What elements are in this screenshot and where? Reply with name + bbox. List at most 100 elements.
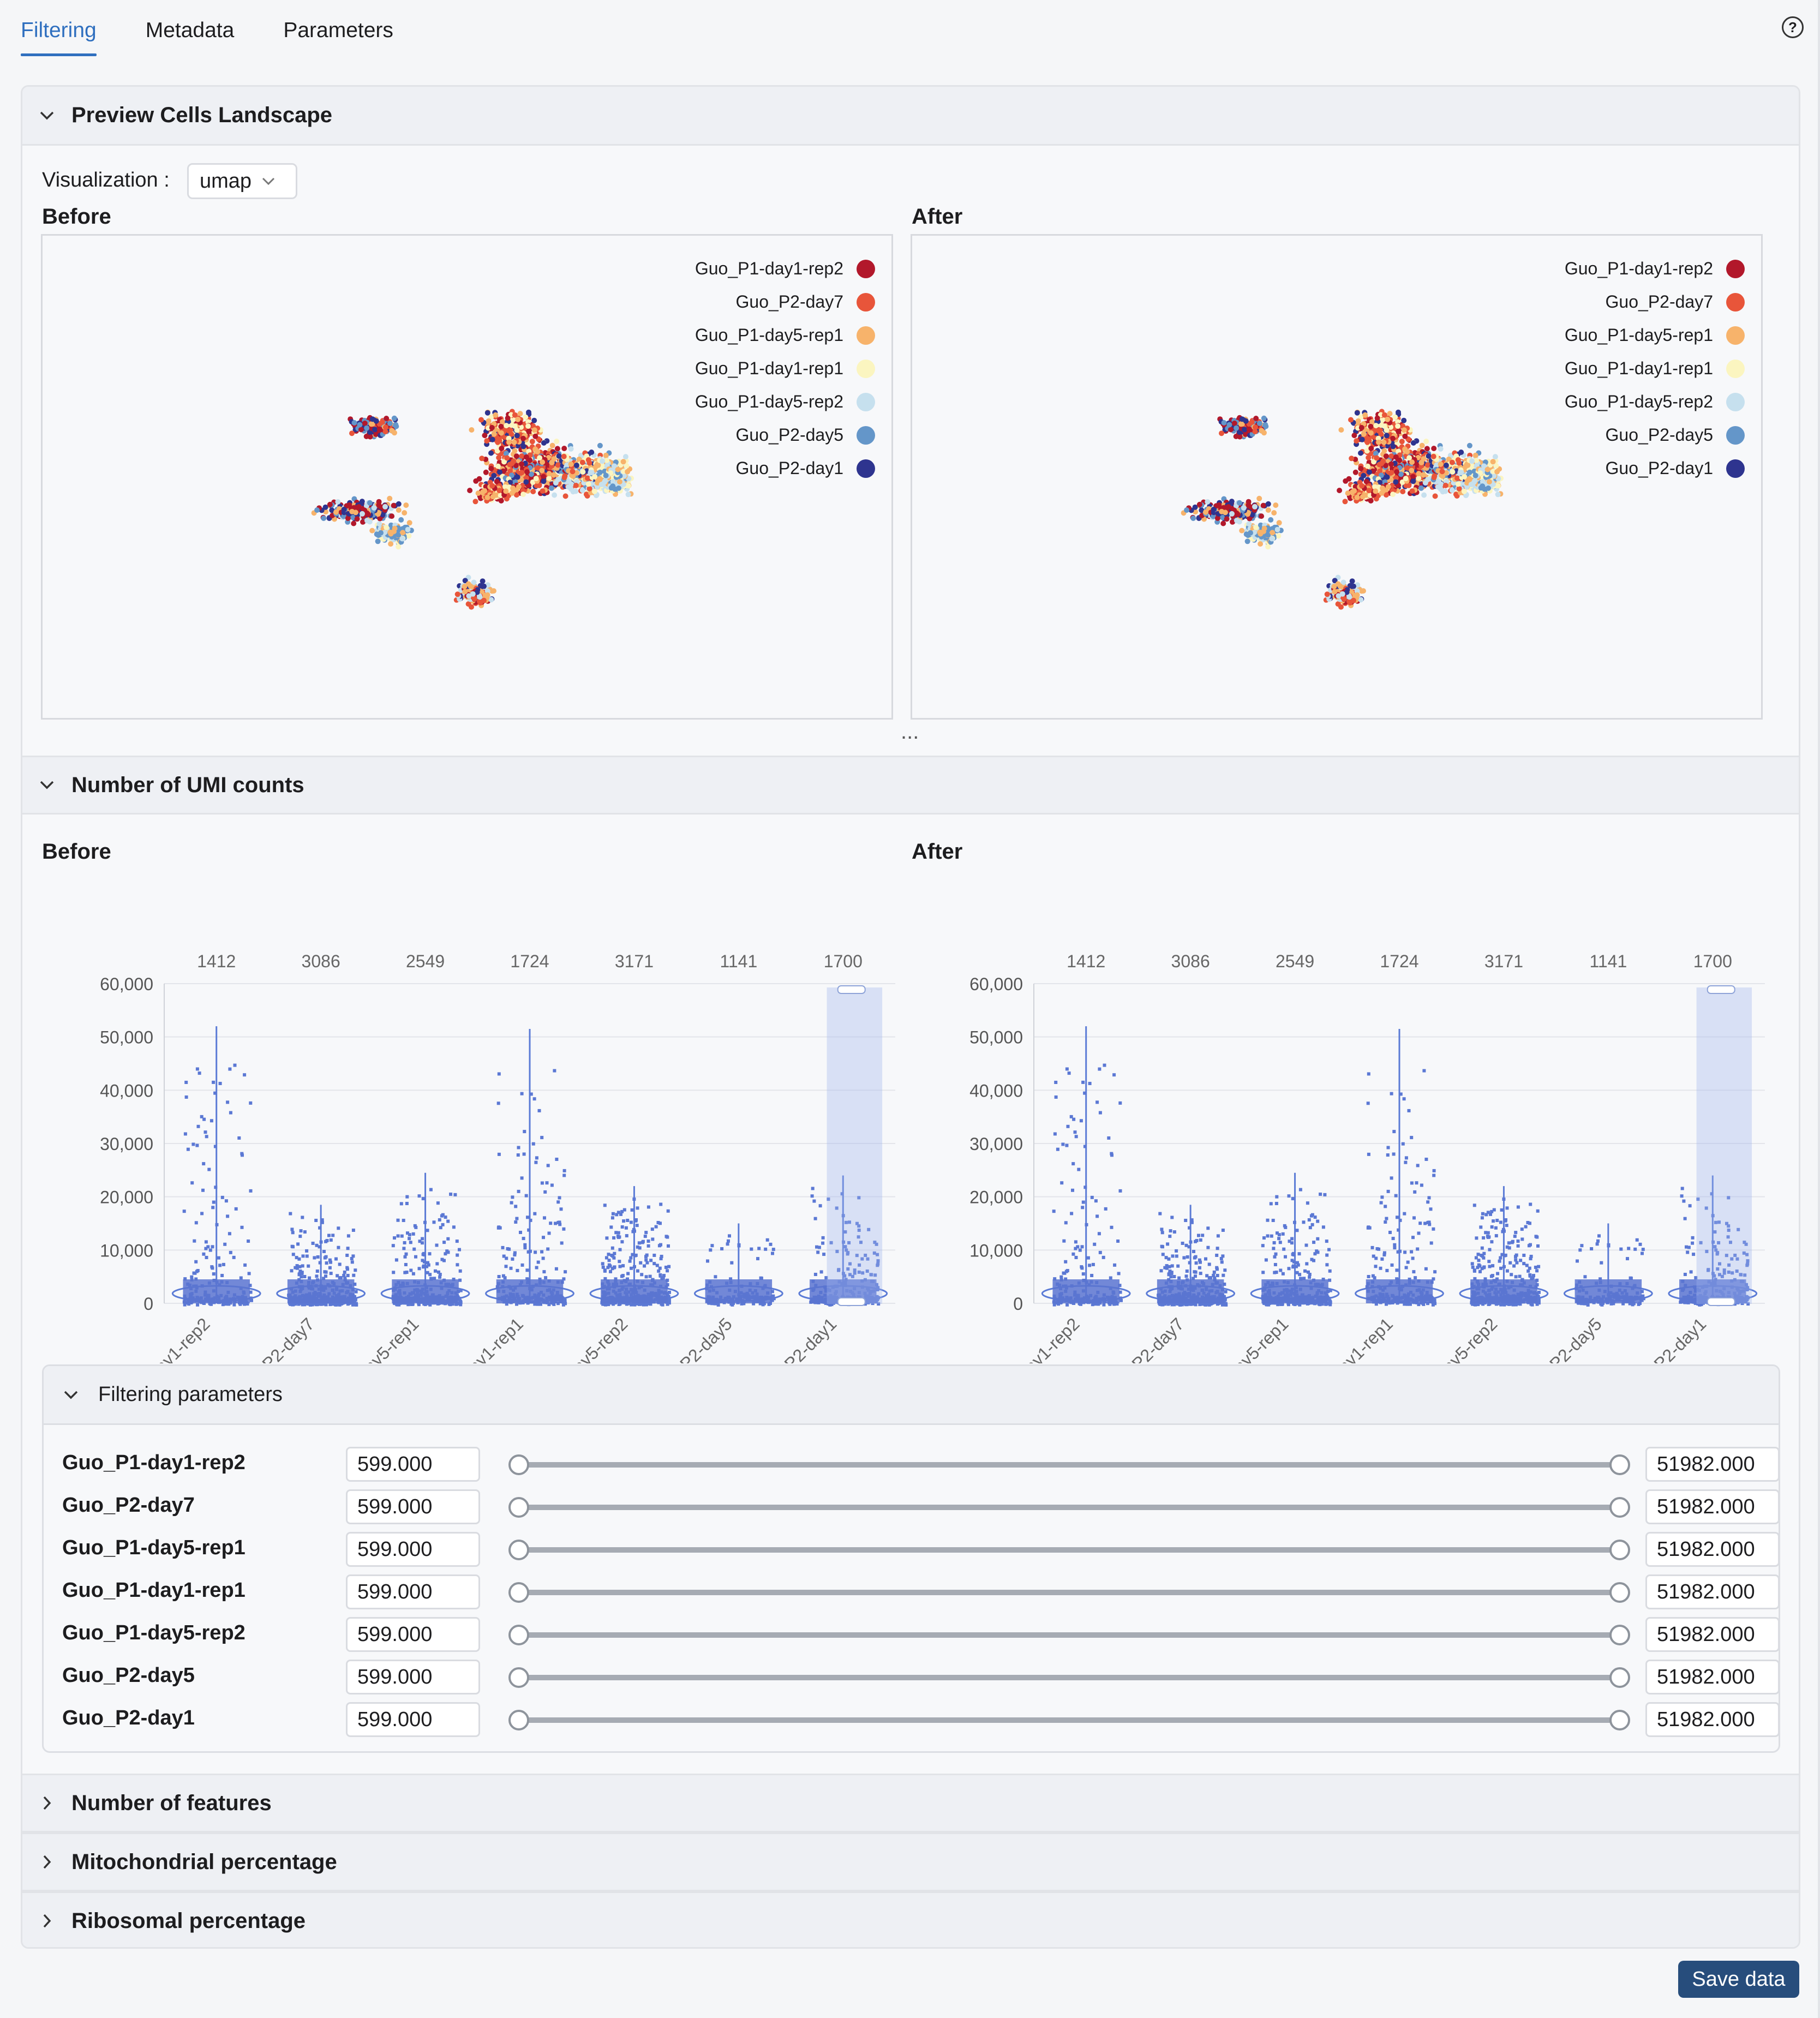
tab-parameters[interactable]: Parameters <box>283 19 393 42</box>
umap-point <box>360 519 366 525</box>
resize-handle[interactable]: ... <box>901 720 919 744</box>
umap-point <box>506 439 512 445</box>
legend-item[interactable]: Guo_P2-day7 <box>1565 285 1745 319</box>
umap-point <box>1400 489 1406 494</box>
legend-item[interactable]: Guo_P1-day5-rep2 <box>695 385 875 418</box>
umap-point <box>1450 469 1456 475</box>
legend-item[interactable]: Guo_P2-day1 <box>1565 452 1745 485</box>
legend-item[interactable]: Guo_P2-day5 <box>1565 418 1745 452</box>
umap-point <box>1332 589 1338 595</box>
umap-point <box>1423 439 1429 444</box>
umap-point <box>586 486 592 492</box>
data-point <box>194 1221 198 1225</box>
umap-point <box>462 589 468 595</box>
umap-point <box>383 424 388 430</box>
legend-item[interactable]: Guo_P1-day1-rep2 <box>695 252 875 285</box>
umap-point <box>540 459 546 465</box>
violin-before-chart[interactable]: 010,00020,00030,00040,00050,00060,000141… <box>33 861 906 1363</box>
umap-point <box>382 429 388 435</box>
data-point <box>314 1219 318 1222</box>
umap-point <box>1387 411 1393 417</box>
umap-point <box>523 479 529 485</box>
umap-point <box>480 489 486 495</box>
umap-point <box>497 469 502 475</box>
umap-point <box>580 469 586 475</box>
visualization-select[interactable]: umap <box>187 163 297 199</box>
umap-point <box>1401 427 1407 433</box>
umap-point <box>1472 452 1478 458</box>
umap-point <box>1252 504 1258 510</box>
visualization-value: umap <box>200 169 252 193</box>
umap-point <box>1454 475 1460 481</box>
umi-section-header[interactable]: Number of UMI counts <box>22 756 1799 815</box>
umap-point <box>519 453 525 459</box>
umap-point <box>1439 469 1445 475</box>
umap-point <box>1259 428 1265 434</box>
umap-point <box>546 475 552 481</box>
umap-point <box>539 468 545 474</box>
preview-section-title: Preview Cells Landscape <box>71 103 333 127</box>
umap-point <box>1360 494 1366 500</box>
umap-after-plot[interactable]: Guo_P1-day1-rep2 Guo_P2-day7 Guo_P1-day5-r… <box>911 234 1763 720</box>
umap-point <box>554 439 560 444</box>
umap-point <box>1354 438 1360 444</box>
umap-point <box>1219 508 1225 514</box>
umap-point <box>1219 430 1224 436</box>
umap-point <box>1421 492 1427 498</box>
legend-swatch <box>857 326 875 345</box>
legend-label: Guo_P2-day5 <box>1605 425 1713 445</box>
umap-point <box>1494 469 1500 475</box>
umap-point <box>1260 502 1266 508</box>
umap-point <box>1384 474 1390 480</box>
density-block <box>183 1279 250 1303</box>
legend-item[interactable]: Guo_P2-day1 <box>695 452 875 485</box>
legend-item[interactable]: Guo_P1-day1-rep1 <box>1565 352 1745 385</box>
umap-point <box>1258 541 1264 547</box>
legend-swatch <box>857 259 875 278</box>
legend-item[interactable]: Guo_P1-day5-rep1 <box>695 319 875 352</box>
umap-point <box>462 584 468 589</box>
data-point <box>233 1063 237 1067</box>
umap-point <box>1341 596 1347 602</box>
umap-point <box>396 532 402 538</box>
umap-point <box>398 517 404 523</box>
legend-item[interactable]: Guo_P1-day1-rep2 <box>1565 252 1745 285</box>
umap-point <box>583 492 589 498</box>
umap-point <box>602 478 608 484</box>
umap-point <box>481 583 487 589</box>
umap-point <box>1338 427 1344 433</box>
umap-point <box>1362 412 1368 418</box>
data-point <box>183 1132 187 1136</box>
legend-swatch <box>857 392 875 411</box>
umap-after-scatter <box>1181 409 1504 610</box>
umap-point <box>1416 471 1422 477</box>
data-point <box>234 1207 238 1211</box>
umap-point <box>1418 459 1424 465</box>
umap-point <box>1409 459 1415 465</box>
tab-filtering[interactable]: Filtering <box>21 13 97 62</box>
tab-metadata[interactable]: Metadata <box>145 19 235 42</box>
legend-item[interactable]: Guo_P2-day5 <box>695 418 875 452</box>
umap-before-plot[interactable]: Guo_P1-day1-rep2 Guo_P2-day7 Guo_P1-day5-r… <box>41 234 893 720</box>
umap-point <box>508 412 514 418</box>
legend-item[interactable]: Guo_P1-day5-rep1 <box>1565 319 1745 352</box>
umap-point <box>518 424 524 430</box>
data-point <box>249 1101 253 1105</box>
umap-point <box>1196 501 1202 507</box>
question-circle-icon[interactable]: ? <box>1782 16 1804 38</box>
umap-point <box>540 488 546 494</box>
legend-swatch <box>1726 459 1745 478</box>
umap-point <box>368 421 374 427</box>
umap-point <box>382 504 388 510</box>
chevron-down-icon <box>22 780 71 791</box>
umap-point <box>1358 424 1364 430</box>
preview-section-header[interactable]: Preview Cells Landscape <box>22 87 1799 146</box>
umap-point <box>541 440 547 446</box>
umap-point <box>1273 502 1279 508</box>
legend-item[interactable]: Guo_P1-day1-rep1 <box>695 352 875 385</box>
legend-label: Guo_P2-day5 <box>735 425 843 445</box>
legend-item[interactable]: Guo_P1-day5-rep2 <box>1565 385 1745 418</box>
umap-point <box>1378 431 1384 437</box>
y-tick-label: 10,000 <box>100 1241 153 1260</box>
legend-item[interactable]: Guo_P2-day7 <box>695 285 875 319</box>
